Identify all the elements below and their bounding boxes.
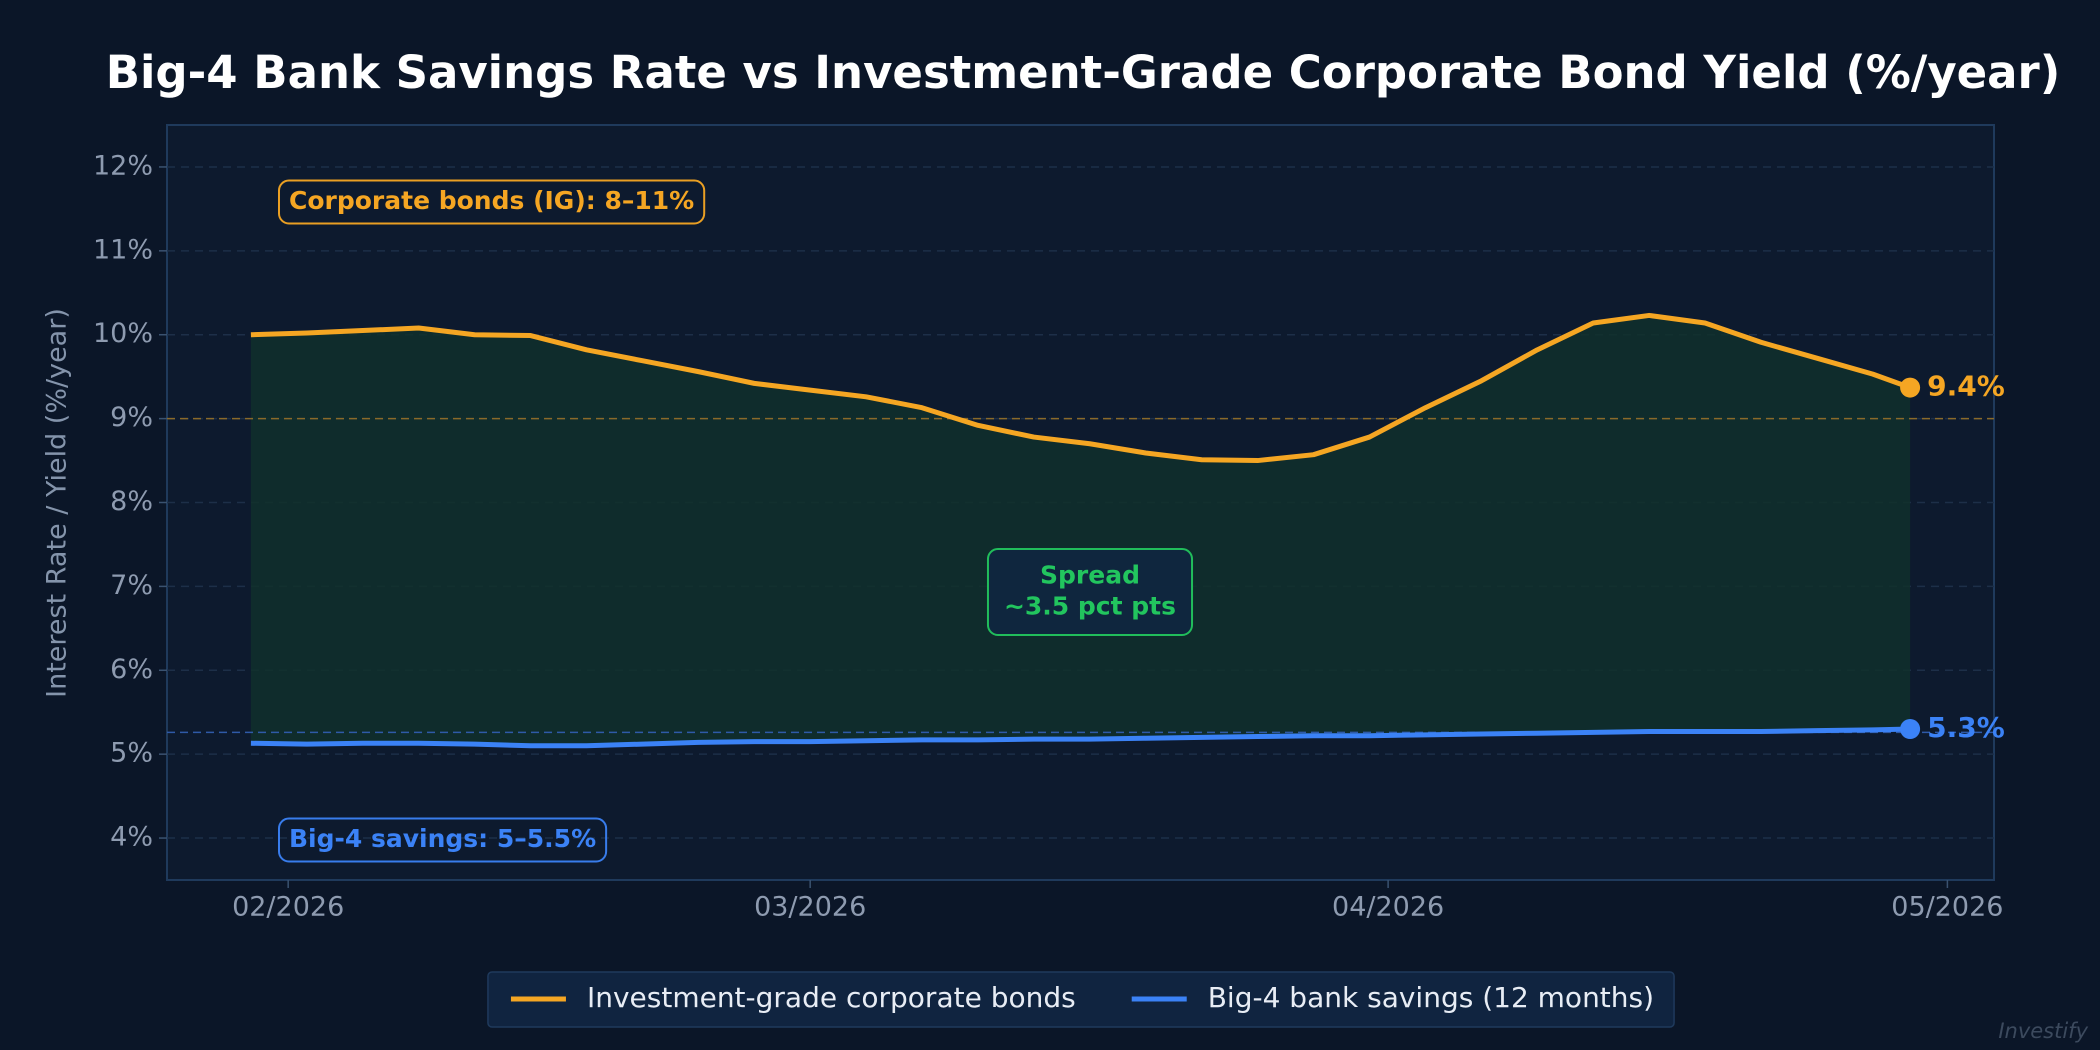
y-axis-title: Interest Rate / Yield (%/year): [42, 308, 73, 698]
end-marker: [1900, 719, 1921, 739]
annotation-box: [278, 817, 608, 863]
legend-label: Investment-grade corporate bonds: [587, 981, 1076, 1014]
annotation-text: Spread: [1040, 561, 1140, 590]
annotation-text: Big-4 savings: 5–5.5%: [289, 824, 596, 853]
x-tick-label: 02/2026: [232, 892, 344, 923]
annotation-text: Corporate bonds (IG): 8–11%: [289, 186, 694, 215]
watermark: Investify: [1998, 1019, 2088, 1043]
spread-area: [250, 315, 1911, 746]
y-tick-label: 12%: [93, 150, 153, 181]
y-tick-label: 4%: [110, 822, 153, 853]
y-tick-label: 7%: [110, 570, 153, 601]
x-tick-label: 04/2026: [1332, 892, 1444, 923]
annotation-box: [986, 548, 1194, 636]
y-tick-label: 5%: [110, 738, 153, 769]
legend-box: [487, 971, 1675, 1028]
end-marker: [1900, 377, 1921, 398]
x-tick-label: 05/2026: [1891, 892, 2003, 923]
x-tick-label: 03/2026: [754, 892, 866, 923]
chart-title: Big-4 Bank Savings Rate vs Investment-Gr…: [106, 46, 2061, 99]
annotation: Big-4 savings: 5–5.5%: [278, 817, 608, 863]
end-label: 5.3%: [1927, 711, 2005, 744]
annotation: Corporate bonds (IG): 8–11%: [278, 179, 706, 225]
legend: Investment-grade corporate bonds Big-4 ba…: [487, 971, 1675, 1028]
annotation-box: [278, 179, 706, 225]
y-tick-label: 11%: [93, 234, 153, 265]
y-tick-label: 9%: [110, 402, 153, 433]
series-line: [250, 726, 1911, 749]
y-tick-label: 8%: [110, 486, 153, 517]
y-tick-label: 6%: [110, 654, 153, 685]
end-label: 9.4%: [1927, 370, 2005, 403]
series-line: [250, 312, 1911, 464]
legend-label: Big-4 bank savings (12 months): [1208, 981, 1654, 1014]
y-tick-label: 10%: [93, 318, 153, 349]
annotation: Spread~3.5 pct pts: [986, 548, 1194, 636]
annotation-text: ~3.5 pct pts: [1004, 592, 1176, 621]
